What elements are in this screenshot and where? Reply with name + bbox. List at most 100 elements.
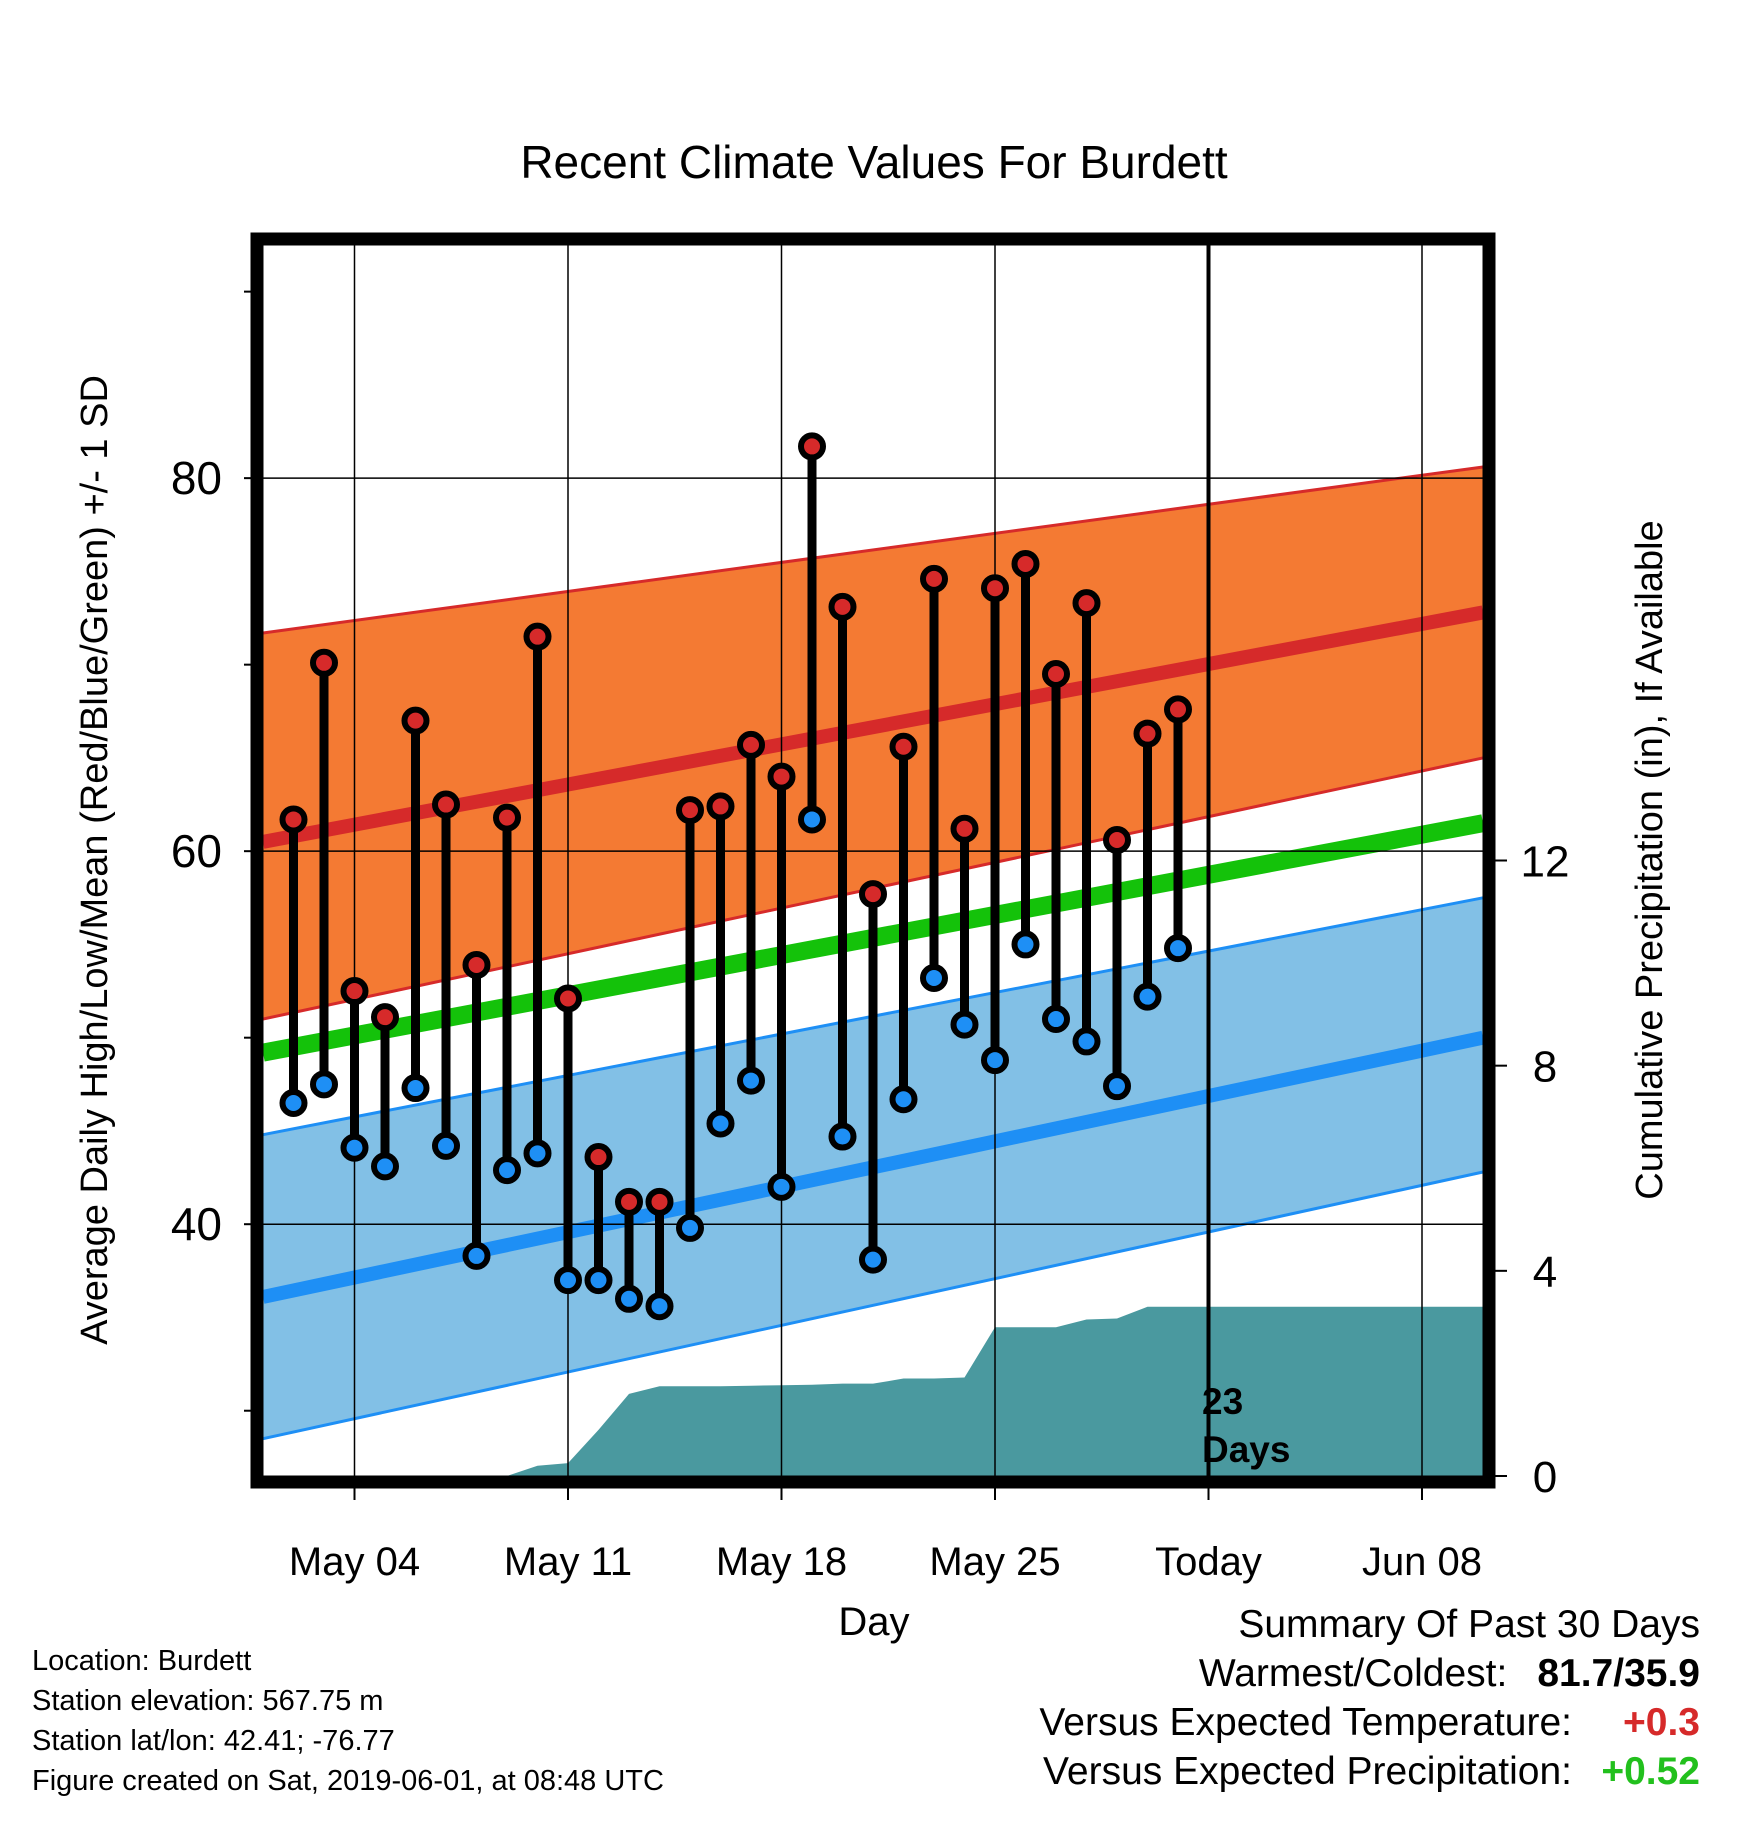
plot-area: 40 60 80 0 4 8 12 May 04 May 11 May 18 May 25 Today… xyxy=(171,232,1570,1584)
warm-cold-value: 81.7/35.9 xyxy=(1537,1652,1700,1695)
low-point xyxy=(310,1070,338,1099)
low-point xyxy=(859,1245,887,1274)
high-point xyxy=(523,622,552,651)
high-point xyxy=(554,984,582,1013)
low-point xyxy=(462,1241,491,1270)
low-point xyxy=(889,1085,918,1114)
low-point xyxy=(401,1074,430,1103)
station-location: Location: Burdett xyxy=(32,1645,252,1677)
high-point xyxy=(1133,719,1162,748)
high-point xyxy=(493,803,521,832)
summary-title: Summary Of Past 30 Days xyxy=(1238,1603,1700,1646)
high-upper-line xyxy=(262,465,1484,635)
y-axis-label: Average Daily High/Low/Mean (Red/Blue/Gr… xyxy=(74,375,116,1345)
y2-tick-label: 4 xyxy=(1533,1248,1557,1297)
low-point xyxy=(981,1046,1009,1075)
high-point xyxy=(615,1187,643,1216)
high-point xyxy=(371,1003,399,1032)
high-point xyxy=(1164,695,1192,724)
today-annotation-number: 23 xyxy=(1202,1381,1243,1422)
low-point xyxy=(737,1066,765,1095)
x-tick-label: Today xyxy=(1155,1540,1262,1584)
x-tick-label: May 18 xyxy=(716,1540,847,1584)
figure-created: Figure created on Sat, 2019-06-01, at 08… xyxy=(32,1765,664,1797)
temp-label: Versus Expected Temperature: xyxy=(1039,1701,1572,1744)
station-elevation: Station elevation: 567.75 m xyxy=(32,1685,384,1717)
y2-tick-label: 0 xyxy=(1533,1453,1557,1502)
high-point xyxy=(1042,659,1070,688)
low-point xyxy=(798,805,826,834)
y-tick-label: 80 xyxy=(171,452,222,504)
high-point xyxy=(462,950,491,979)
x-tick-label: Jun 08 xyxy=(1362,1540,1482,1584)
high-point xyxy=(432,790,460,819)
y2-axis-label: Cumulative Precipitation (in), If Availa… xyxy=(1629,520,1671,1199)
low-point xyxy=(676,1213,704,1242)
high-point xyxy=(920,564,948,593)
station-latlon: Station lat/lon: 42.41; -76.77 xyxy=(32,1725,395,1757)
low-point xyxy=(645,1292,674,1321)
high-point xyxy=(645,1187,674,1216)
high-point xyxy=(1072,589,1101,618)
today-annotation-days: Days xyxy=(1202,1429,1290,1470)
low-point xyxy=(767,1172,796,1201)
precip-value: +0.52 xyxy=(1601,1750,1700,1793)
x-tick-label: May 25 xyxy=(929,1540,1060,1584)
chart-title: Recent Climate Values For Burdett xyxy=(520,136,1228,188)
high-point xyxy=(706,792,735,821)
y-tick-label: 60 xyxy=(171,825,222,877)
high-point xyxy=(676,796,704,825)
y2-tick-label: 8 xyxy=(1533,1043,1557,1092)
high-point xyxy=(889,732,918,761)
precip-label: Versus Expected Precipitation: xyxy=(1043,1750,1572,1793)
high-point xyxy=(981,574,1009,603)
low-point xyxy=(1133,982,1162,1011)
low-point xyxy=(1103,1072,1131,1101)
low-point xyxy=(1011,930,1040,959)
temp-value: +0.3 xyxy=(1623,1701,1700,1744)
summary-precip-row: Versus Expected Precipitation: +0.52 xyxy=(1039,1747,1700,1796)
x-tick-label: May 04 xyxy=(289,1540,420,1584)
high-point xyxy=(340,977,369,1006)
station-info: Location: Burdett Station elevation: 567… xyxy=(32,1641,664,1801)
high-mean-line xyxy=(261,605,1485,849)
low-point xyxy=(828,1122,857,1151)
x-axis-label: Day xyxy=(838,1600,909,1644)
low-point xyxy=(432,1131,460,1160)
high-point xyxy=(737,730,765,759)
low-point xyxy=(371,1152,399,1181)
low-point xyxy=(493,1156,521,1185)
warm-cold-label: Warmest/Coldest: xyxy=(1198,1652,1508,1695)
high-point xyxy=(584,1143,613,1172)
low-point xyxy=(523,1139,552,1168)
low-point xyxy=(615,1284,643,1313)
high-point xyxy=(950,814,979,843)
high-point xyxy=(859,880,887,909)
low-point xyxy=(1042,1005,1070,1034)
low-point xyxy=(1164,934,1192,963)
precip-area xyxy=(263,1306,1483,1476)
low-point xyxy=(554,1266,582,1295)
summary-warm-cold-row: Warmest/Coldest: 81.7/35.9 xyxy=(1039,1649,1700,1698)
high-point xyxy=(1103,825,1131,854)
high-point xyxy=(310,648,338,677)
high-point xyxy=(828,592,857,621)
high-point xyxy=(798,432,826,461)
low-point xyxy=(279,1088,308,1117)
y2-tick-label: 12 xyxy=(1521,838,1570,887)
low-point xyxy=(950,1010,979,1039)
low-point xyxy=(340,1133,369,1162)
high-point xyxy=(767,762,796,791)
summary-temp-row: Versus Expected Temperature: +0.3 xyxy=(1039,1698,1700,1747)
high-point xyxy=(279,805,308,834)
low-lower-line xyxy=(262,1170,1484,1441)
high-point xyxy=(1011,549,1040,578)
low-point xyxy=(1072,1027,1101,1056)
high-point xyxy=(401,706,430,735)
low-point xyxy=(584,1266,613,1295)
y-tick-label: 40 xyxy=(171,1198,222,1250)
summary-panel: Summary Of Past 30 Days Warmest/Coldest:… xyxy=(1039,1600,1700,1796)
plot-frame xyxy=(250,232,1496,1489)
low-point xyxy=(920,964,948,993)
